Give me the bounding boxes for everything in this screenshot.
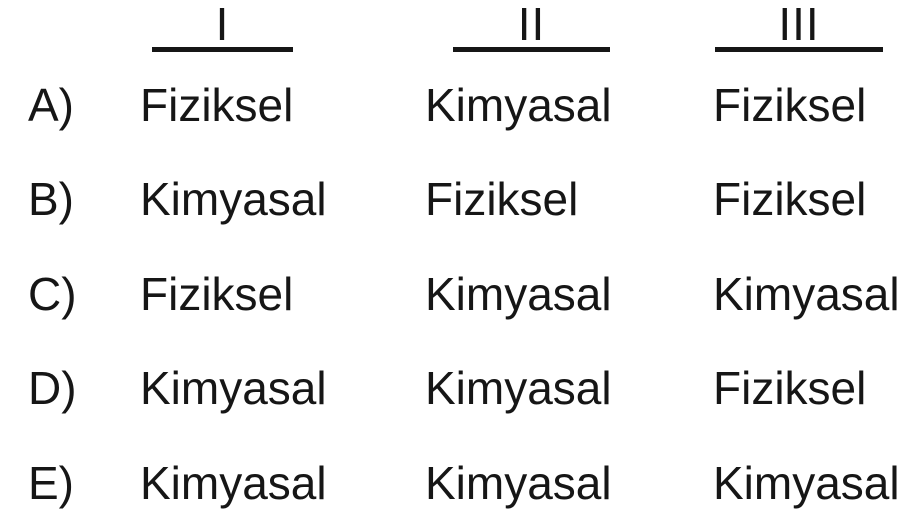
option-letter: C) (28, 268, 77, 320)
answer-option-row-c[interactable]: C) Fiziksel Kimyasal Kimyasal (0, 268, 919, 328)
answer-option-row-a[interactable]: A) Fiziksel Kimyasal Fiziksel (0, 79, 919, 139)
column-header-iii: III (715, 1, 883, 52)
option-col1-value: Fiziksel (140, 268, 294, 320)
option-col2-value: Kimyasal (425, 268, 612, 320)
column-header-ii: II (453, 1, 610, 52)
option-col1-value: Kimyasal (140, 362, 327, 414)
answer-option-row-b[interactable]: B) Kimyasal Fiziksel Fiziksel (0, 173, 919, 233)
option-col3-value: Fiziksel (713, 79, 867, 131)
option-col2-value: Kimyasal (425, 362, 612, 414)
option-letter: E) (28, 457, 74, 509)
answer-option-row-d[interactable]: D) Kimyasal Kimyasal Fiziksel (0, 362, 919, 422)
option-col2-value: Kimyasal (425, 79, 612, 131)
column-header-i: I (152, 1, 293, 52)
option-col2-value: Fiziksel (425, 173, 579, 225)
option-letter: D) (28, 362, 77, 414)
option-col3-value: Fiziksel (713, 362, 867, 414)
option-col3-value: Kimyasal (713, 457, 900, 509)
answer-option-row-e[interactable]: E) Kimyasal Kimyasal Kimyasal (0, 457, 919, 517)
option-letter: A) (28, 79, 74, 131)
option-col1-value: Fiziksel (140, 79, 294, 131)
option-col3-value: Kimyasal (713, 268, 900, 320)
option-letter: B) (28, 173, 74, 225)
option-col3-value: Fiziksel (713, 173, 867, 225)
option-col1-value: Kimyasal (140, 457, 327, 509)
option-col2-value: Kimyasal (425, 457, 612, 509)
option-col1-value: Kimyasal (140, 173, 327, 225)
